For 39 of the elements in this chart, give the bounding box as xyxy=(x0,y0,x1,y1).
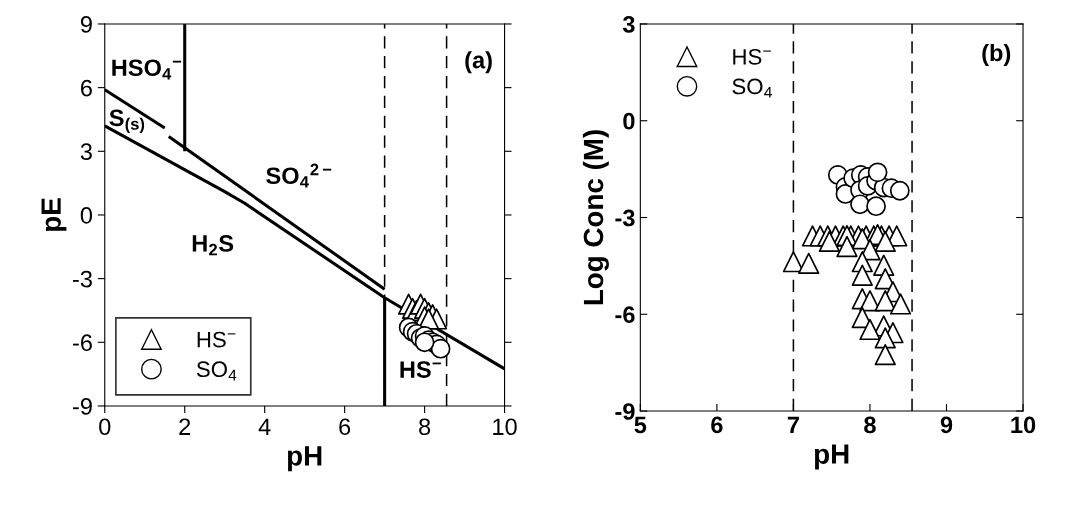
legend-label: HS$^{−}$ xyxy=(733,48,771,65)
x-axis-title: pH xyxy=(815,444,849,470)
y-tick-label: -6 xyxy=(615,306,635,324)
y-tick-label: 0 xyxy=(623,112,635,130)
y-tick-label: -3 xyxy=(73,270,92,288)
x-tick-label: 8 xyxy=(864,416,876,434)
legend-label: SO$_{4}$ xyxy=(196,361,237,381)
x-tick-label: 0 xyxy=(99,418,111,436)
y-axis-title: Log Conc (M) xyxy=(582,130,609,305)
annotation: SO$_{4}$$^{2−}$ xyxy=(266,163,332,188)
x-tick-label: 2 xyxy=(179,418,191,435)
x-tick-label: 6 xyxy=(711,416,723,434)
y-tick-label: 6 xyxy=(81,79,92,97)
y-tick-label: -6 xyxy=(73,334,92,352)
x-tick-label: 5 xyxy=(634,416,647,434)
x-tick-label: 8 xyxy=(419,418,431,436)
y-tick-label: -9 xyxy=(615,403,635,420)
legend-label: HS$^{−}$ xyxy=(197,331,236,348)
y-tick-label: -3 xyxy=(615,209,635,227)
annotation: (b) xyxy=(982,43,1011,66)
x-tick-label: 6 xyxy=(339,418,351,436)
x-tick-label: 9 xyxy=(940,416,953,434)
y-tick-label: 9 xyxy=(80,16,92,33)
x-tick-label: 7 xyxy=(787,416,799,434)
y-axis-title: pE xyxy=(41,198,67,231)
y-tick-label: 3 xyxy=(80,143,92,161)
y-tick-label: -9 xyxy=(73,398,92,415)
annotation: S$_{(s)}$ xyxy=(109,109,145,134)
y-tick-label: 0 xyxy=(80,207,93,224)
x-axis-title: pH xyxy=(287,446,322,472)
annotation: H$_{2}$S xyxy=(192,235,234,256)
annotation: HSO$_{4}$$^{−}$ xyxy=(112,59,182,80)
x-tick-label: 10 xyxy=(1011,416,1036,434)
legend-label: SO$_{4}$ xyxy=(732,78,772,98)
y-tick-label: 3 xyxy=(622,16,635,33)
x-tick-label: 4 xyxy=(258,418,271,435)
annotation: (a) xyxy=(465,51,492,74)
x-tick-label: 10 xyxy=(493,418,517,436)
annotation: HS$^{−}$ xyxy=(400,361,441,378)
